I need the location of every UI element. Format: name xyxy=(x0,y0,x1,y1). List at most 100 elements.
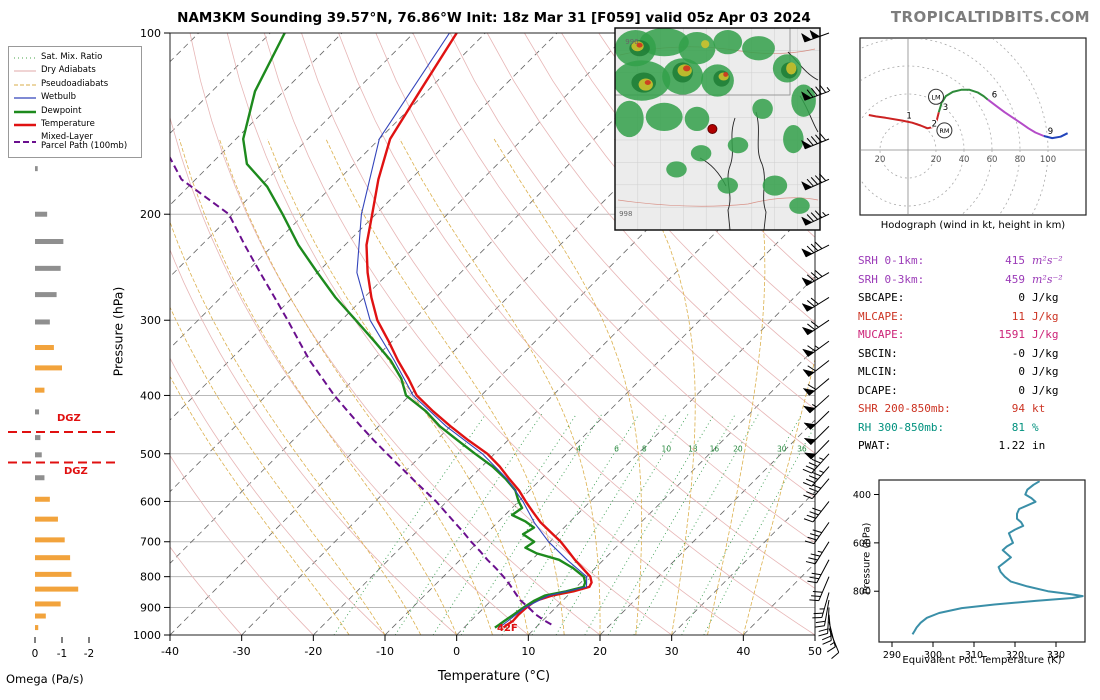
svg-text:-1: -1 xyxy=(57,648,67,660)
wetbulb-curve xyxy=(356,33,588,629)
svg-text:8: 8 xyxy=(642,445,647,454)
legend-label: Pseudoadiabats xyxy=(41,78,109,89)
svg-text:20: 20 xyxy=(875,155,886,165)
legend-swatch xyxy=(14,84,36,85)
svg-text:36: 36 xyxy=(797,445,807,454)
svg-text:20: 20 xyxy=(931,155,942,165)
index-label: DCAPE: xyxy=(858,383,898,397)
index-row: SBCAPE: 0 J/kg xyxy=(858,289,1090,308)
legend-item: Sat. Mix. Ratio xyxy=(13,52,137,64)
svg-text:30: 30 xyxy=(777,445,787,454)
svg-text:-40: -40 xyxy=(161,645,179,658)
index-label: SBCAPE: xyxy=(858,291,905,304)
svg-text:RM: RM xyxy=(939,127,949,135)
index-row: MUCAPE: 1591 J/kg xyxy=(858,326,1090,345)
index-value: 0 xyxy=(1018,383,1025,397)
index-label: MLCAPE: xyxy=(858,309,905,323)
thetae-ticks: 400 600 800 290 300 310 320 330 xyxy=(853,490,1065,661)
index-label: SRH 0-1km: xyxy=(858,254,925,267)
svg-text:800: 800 xyxy=(853,587,871,598)
index-label: SHR 200-850mb: xyxy=(858,402,951,415)
svg-text:290: 290 xyxy=(883,650,901,661)
legend-swatch xyxy=(14,97,36,99)
omega-bars: 0 -1 -2 xyxy=(32,166,94,660)
index-value: 415 xyxy=(1005,254,1025,267)
index-row: RH 300-850mb: 81% xyxy=(858,419,1090,438)
svg-text:-2: -2 xyxy=(84,648,94,660)
legend-label: Sat. Mix. Ratio xyxy=(41,51,103,62)
svg-text:700: 700 xyxy=(140,536,161,549)
svg-text:30: 30 xyxy=(665,645,679,658)
svg-text:80: 80 xyxy=(1015,155,1026,165)
svg-text:16: 16 xyxy=(710,445,720,454)
svg-text:2: 2 xyxy=(932,119,937,129)
svg-text:310: 310 xyxy=(965,650,983,661)
index-unit: J/kg xyxy=(1032,291,1059,304)
legend-label: Wetbulb xyxy=(41,92,77,103)
svg-text:998: 998 xyxy=(619,210,632,218)
legend-swatch xyxy=(14,141,36,144)
svg-text:9: 9 xyxy=(1048,127,1053,137)
svg-text:300: 300 xyxy=(140,314,161,327)
legend-label: Mixed-Layer Parcel Path (100mb) xyxy=(41,131,128,152)
index-unit: in xyxy=(1032,439,1046,452)
svg-text:200: 200 xyxy=(140,208,161,221)
hodograph-box xyxy=(859,37,1087,216)
svg-text:13: 13 xyxy=(688,445,698,454)
svg-text:1000: 1000 xyxy=(133,629,161,642)
legend-item: Mixed-Layer Parcel Path (100mb) xyxy=(13,131,137,153)
surface-temp-label: 42F xyxy=(497,623,518,634)
legend-item: Temperature xyxy=(13,119,137,131)
legend-swatch xyxy=(14,123,36,127)
svg-text:10: 10 xyxy=(521,645,535,658)
svg-text:800: 800 xyxy=(140,571,161,584)
index-unit: J/kg xyxy=(1032,346,1059,360)
index-label: MLCIN: xyxy=(858,365,898,378)
dgz-label-top: DGZ xyxy=(57,413,81,424)
index-row: SBCIN: -0 J/kg xyxy=(858,345,1090,364)
svg-text:300: 300 xyxy=(924,650,942,661)
index-unit: % xyxy=(1032,420,1039,434)
svg-text:60: 60 xyxy=(987,155,998,165)
thetae-curve xyxy=(911,481,1084,635)
index-unit: kt xyxy=(1032,402,1046,415)
index-row: MLCIN: 0 J/kg xyxy=(858,363,1090,382)
svg-text:320: 320 xyxy=(1006,650,1024,661)
index-value: 94 xyxy=(1011,402,1025,415)
svg-text:20: 20 xyxy=(593,645,607,658)
svg-text:996: 996 xyxy=(625,38,639,46)
omega-axis-label: Omega (Pa/s) xyxy=(6,672,84,686)
dgz-label-bottom: DGZ xyxy=(64,466,88,477)
thetae-plot xyxy=(911,481,1084,635)
index-row: PWAT: 1.22 in xyxy=(858,437,1090,456)
index-value: 0 xyxy=(1018,365,1025,378)
index-row: MLCAPE: 11 J/kg xyxy=(858,308,1090,327)
svg-text:1: 1 xyxy=(906,112,911,122)
svg-text:500: 500 xyxy=(140,448,161,461)
radar-inset: 996 998 xyxy=(615,28,820,230)
skewt-background: 4 6 8 10 13 16 20 30 36 xyxy=(170,33,815,635)
svg-text:20: 20 xyxy=(733,445,743,454)
svg-text:900: 900 xyxy=(140,601,161,614)
svg-text:-20: -20 xyxy=(304,645,322,658)
hodograph-caption: Hodograph (wind in kt, height in km) xyxy=(880,220,1066,231)
svg-text:600: 600 xyxy=(140,495,161,508)
index-label: PWAT: xyxy=(858,439,892,452)
svg-text:10: 10 xyxy=(662,445,672,454)
index-unit: J/kg xyxy=(1032,365,1059,378)
index-unit: m²s⁻² xyxy=(1032,254,1063,267)
legend-label: Temperature xyxy=(41,119,95,130)
index-label: SRH 0-3km: xyxy=(858,272,925,286)
svg-text:0: 0 xyxy=(453,645,460,658)
svg-text:330: 330 xyxy=(1047,650,1065,661)
legend-item: Dewpoint xyxy=(13,106,137,118)
sounding-curves xyxy=(170,33,593,629)
skewt-legend: Sat. Mix. Ratio Dry Adiabats Pseudoadiabat… xyxy=(8,46,142,158)
hodograph-plot: 20 20 40 60 80 100 1 23 6 9 LM RM xyxy=(861,39,1085,214)
svg-text:40: 40 xyxy=(959,155,970,165)
legend-item: Pseudoadiabats xyxy=(13,79,137,91)
index-value: 459 xyxy=(1005,272,1025,286)
index-label: SBCIN: xyxy=(858,346,898,360)
